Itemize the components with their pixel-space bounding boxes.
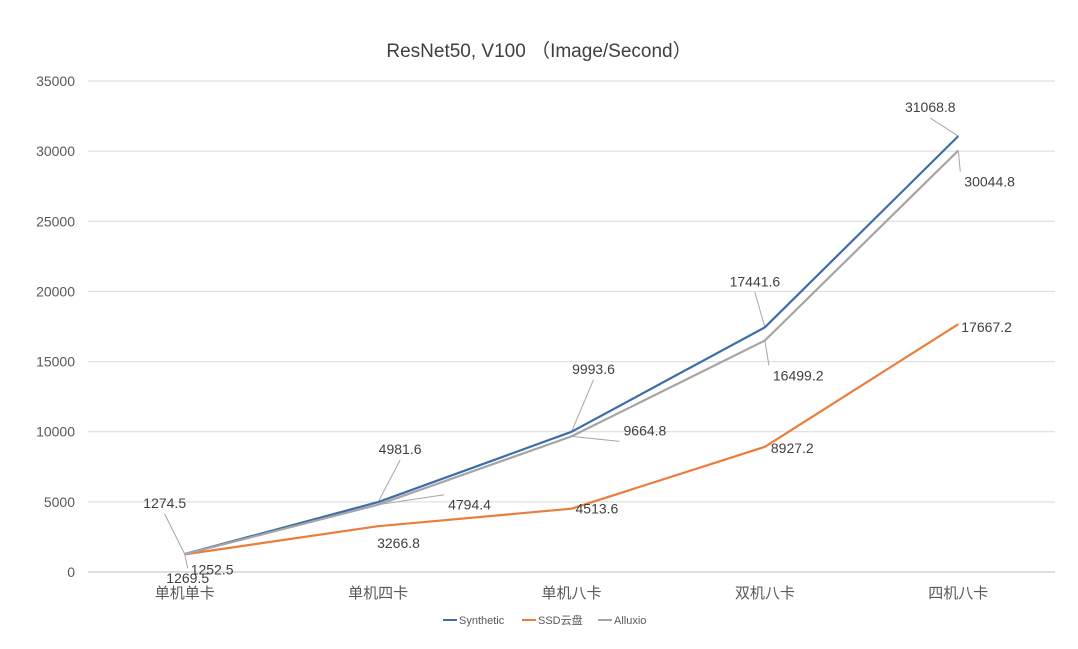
series-line bbox=[184, 149, 960, 556]
data-label: 9664.8 bbox=[624, 422, 667, 438]
y-tick-label: 35000 bbox=[36, 73, 75, 89]
y-tick-label: 5000 bbox=[44, 494, 75, 510]
label-leader-line bbox=[184, 554, 189, 569]
x-tick-label: 四机八卡 bbox=[928, 585, 988, 602]
gridlines bbox=[88, 80, 1055, 573]
y-tick-label: 30000 bbox=[36, 143, 75, 159]
label-leader-line bbox=[377, 459, 401, 503]
x-tick-label: 单机八卡 bbox=[541, 585, 601, 602]
series-line bbox=[184, 323, 959, 556]
label-leader-line bbox=[164, 513, 186, 555]
label-leader-line bbox=[754, 292, 766, 328]
data-label: 1252.5 bbox=[191, 561, 234, 577]
x-axis-ticks: 单机单卡 单机四卡 单机八卡 双机八卡 四机八卡 bbox=[155, 585, 989, 602]
x-tick-label: 单机四卡 bbox=[348, 585, 408, 602]
data-label: 9993.6 bbox=[572, 361, 615, 377]
y-tick-label: 15000 bbox=[36, 354, 75, 370]
data-label: 31068.8 bbox=[905, 99, 956, 115]
data-label: 8927.2 bbox=[771, 440, 814, 456]
x-tick-label: 双机八卡 bbox=[735, 585, 795, 602]
y-tick-label: 10000 bbox=[36, 424, 75, 440]
x-tick-label: 单机单卡 bbox=[155, 585, 215, 602]
y-tick-label: 0 bbox=[67, 564, 75, 580]
data-label: 4794.4 bbox=[448, 497, 491, 513]
y-tick-label: 20000 bbox=[36, 283, 75, 299]
data-label: 1269.5 bbox=[166, 570, 209, 586]
legend-label: Alluxio bbox=[614, 615, 646, 627]
series-lines bbox=[184, 135, 960, 556]
label-leader-line bbox=[571, 379, 594, 432]
legend-label: Synthetic bbox=[459, 615, 505, 627]
label-leader-line bbox=[378, 494, 445, 506]
label-leader-lines bbox=[164, 117, 961, 569]
label-leader-line bbox=[930, 117, 959, 137]
label-leader-line bbox=[571, 435, 620, 442]
data-label: 30044.8 bbox=[964, 174, 1015, 190]
data-label: 4513.6 bbox=[576, 501, 619, 517]
legend-label: SSD云盘 bbox=[538, 613, 583, 627]
label-leader-line bbox=[764, 340, 770, 366]
data-label: 4981.6 bbox=[379, 441, 422, 457]
label-leader-line bbox=[957, 150, 961, 172]
data-label: 1274.5 bbox=[143, 495, 186, 511]
data-label: 16499.2 bbox=[773, 368, 824, 384]
y-axis-ticks: 0 5000 10000 15000 20000 25000 30000 35000 bbox=[36, 73, 75, 580]
series-line bbox=[184, 135, 960, 556]
chart-title: ResNet50, V100 （Image/Second） bbox=[386, 40, 691, 62]
data-label: 17667.2 bbox=[961, 319, 1012, 335]
data-label: 17441.6 bbox=[730, 273, 781, 289]
data-label: 3266.8 bbox=[377, 535, 420, 551]
data-labels: 1274.5 4981.6 9993.6 17441.6 31068.8 1252.5 32… bbox=[143, 99, 1015, 586]
y-tick-label: 25000 bbox=[36, 213, 75, 229]
legend: Synthetic SSD云盘 Alluxio bbox=[443, 613, 646, 627]
